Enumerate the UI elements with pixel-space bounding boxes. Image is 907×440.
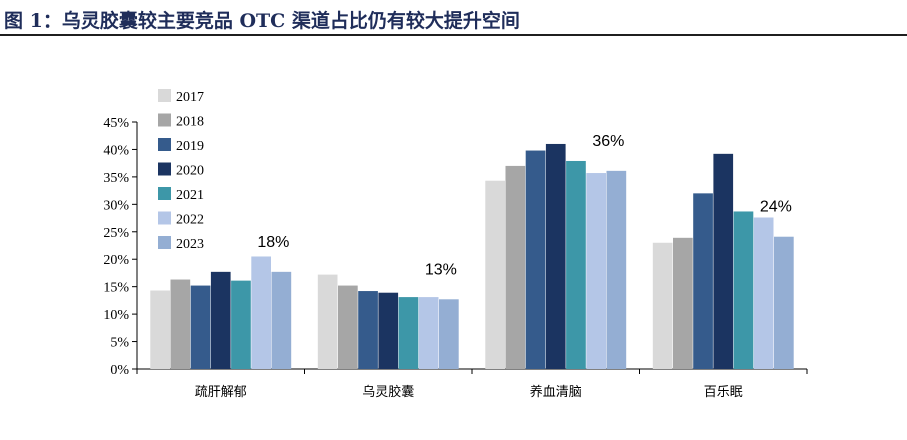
y-tick-label: 25% [103,226,129,241]
bar-2020-1 [378,292,399,369]
bar-2019-2 [525,150,546,369]
data-label: 13% [425,261,457,278]
bar-2020-0 [210,271,231,369]
title-bar: 图 1：乌灵胶囊较主要竞品 OTC 渠道占比仍有较大提升空间 [0,0,907,36]
bar-2021-1 [398,297,419,369]
category-label: 乌灵胶囊 [362,384,414,400]
bar-2018-1 [338,285,358,369]
y-tick-label: 35% [103,171,129,186]
bar-2017-0 [150,290,170,369]
bar-2019-3 [693,193,713,369]
bar-2023-0 [271,271,292,369]
category-label: 疏肝解郁 [195,385,247,400]
bar-2019-1 [358,291,378,369]
category-label: 养血清脑 [530,384,582,400]
legend-label-2017: 2017 [176,90,204,105]
bar-2020-2 [545,143,566,369]
legend-swatch-2018 [158,113,171,127]
legend-label-2023: 2023 [176,237,204,252]
bar-2021-2 [566,160,586,369]
y-tick-label: 30% [103,198,129,213]
legend-swatch-2021 [158,187,171,200]
bar-2021-3 [733,211,754,369]
bar-2022-2 [586,173,606,369]
y-tick-label: 10% [103,308,129,323]
legend-label-2019: 2019 [176,139,204,154]
bar-2021-0 [231,280,251,369]
y-tick-label: 20% [103,253,129,268]
bar-2023-1 [439,299,459,369]
legend-label-2021: 2021 [176,188,204,203]
bar-2018-0 [170,279,191,369]
y-tick-label: 45% [103,116,129,131]
legend-label-2018: 2018 [176,115,204,130]
category-label: 百乐眠 [704,385,743,400]
y-tick-label: 40% [103,143,129,158]
bar-2017-3 [652,242,673,369]
bar-2019-0 [190,285,211,369]
y-tick-label: 15% [103,281,129,296]
bar-2018-2 [505,165,526,369]
figure-title: 图 1：乌灵胶囊较主要竞品 OTC 渠道占比仍有较大提升空间 [4,10,520,32]
bar-2022-0 [251,256,271,369]
y-tick-label: 0% [110,363,129,378]
data-label: 36% [592,133,624,150]
legend-swatch-2020 [158,162,171,176]
bar-2017-1 [317,274,338,369]
bar-2022-1 [418,297,439,369]
legend-swatch-2023 [158,236,171,249]
bar-2022-3 [753,217,774,369]
data-label: 18% [257,234,289,251]
bar-2023-2 [606,170,627,369]
data-label: 24% [760,199,792,216]
bar-2018-3 [673,237,693,369]
legend-swatch-2019 [158,138,171,151]
bar-2023-3 [774,236,794,369]
legend-label-2022: 2022 [176,213,204,228]
bar-2017-2 [485,180,505,369]
legend-swatch-2017 [158,89,171,102]
y-tick-label: 5% [110,336,129,351]
legend-label-2020: 2020 [176,164,204,179]
bar-2020-3 [713,153,734,369]
legend-swatch-2022 [158,211,171,225]
